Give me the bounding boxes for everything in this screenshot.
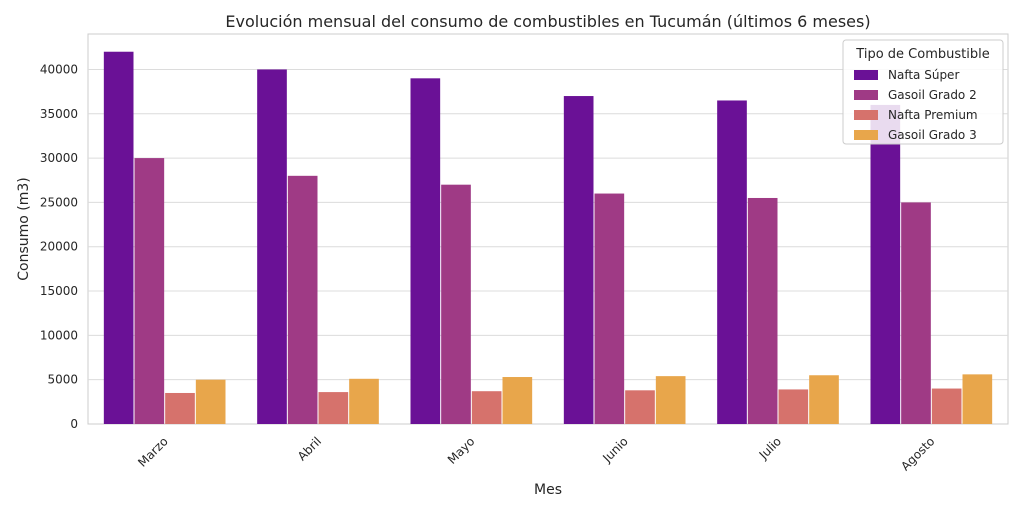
legend-swatch (854, 130, 878, 140)
bar-gasoil-grado-2-agosto (901, 202, 931, 424)
bar-nafta-premium-agosto (931, 388, 962, 424)
x-axis-label: Mes (534, 482, 562, 498)
y-axis-label: Consumo (m3) (16, 177, 32, 281)
x-tick-label: Agosto (898, 434, 937, 473)
bar-gasoil-grado-3-abril (349, 378, 379, 424)
bar-gasoil-grado-3-marzo (195, 379, 226, 424)
bar-nafta-premium-junio (625, 390, 655, 424)
x-tick-label: Mayo (445, 434, 478, 467)
y-tick-label: 5000 (47, 373, 78, 387)
legend-label: Gasoil Grado 2 (888, 88, 977, 102)
y-tick-label: 35000 (40, 107, 78, 121)
y-tick-label: 30000 (40, 151, 78, 165)
bar-nafta-s-per-abril (257, 69, 287, 425)
bar-nafta-s-per-marzo (103, 51, 134, 425)
y-tick-label: 40000 (40, 62, 78, 76)
bar-nafta-s-per-junio (563, 96, 594, 424)
bar-gasoil-grado-2-mayo (441, 184, 471, 424)
x-tick-label: Junio (599, 434, 630, 465)
legend-label: Nafta Premium (888, 108, 978, 122)
bar-gasoil-grado-3-julio (809, 375, 839, 424)
bar-nafta-s-per-julio (717, 100, 747, 425)
legend-title: Tipo de Combustible (855, 47, 989, 62)
bar-gasoil-grado-3-agosto (962, 374, 993, 424)
bar-nafta-s-per-mayo (410, 78, 441, 425)
legend-swatch (854, 70, 878, 80)
legend-swatch (854, 90, 878, 100)
bar-gasoil-grado-3-mayo (502, 377, 533, 424)
legend-label: Gasoil Grado 3 (888, 128, 977, 142)
y-tick-label: 25000 (40, 195, 78, 209)
legend-swatch (854, 110, 878, 120)
y-tick-label: 15000 (40, 284, 78, 298)
bars (103, 51, 993, 425)
y-tick-label: 0 (70, 417, 78, 431)
bar-gasoil-grado-2-abril (287, 175, 318, 424)
y-tick-label: 10000 (40, 328, 78, 342)
x-tick-label: Julio (756, 434, 784, 462)
x-tick-label: Marzo (135, 434, 171, 470)
legend-box (842, 39, 1004, 145)
legend-label: Nafta Súper (888, 68, 959, 82)
bar-nafta-premium-mayo (471, 391, 502, 424)
bar-gasoil-grado-3-junio (655, 376, 686, 424)
chart-title: Evolución mensual del consumo de combust… (225, 12, 870, 31)
bar-gasoil-grado-2-marzo (134, 158, 165, 424)
bar-nafta-premium-julio (778, 389, 809, 424)
bar-nafta-premium-marzo (165, 392, 195, 424)
bar-nafta-s-per-agosto (870, 104, 901, 424)
bar-nafta-premium-abril (318, 392, 349, 424)
bar-gasoil-grado-2-julio (747, 197, 778, 424)
legend: Tipo de Combustible Nafta Súper Gasoil Gr… (842, 39, 1004, 145)
y-tick-label: 20000 (40, 240, 78, 254)
x-tick-label: Abril (295, 434, 324, 463)
bar-gasoil-grado-2-junio (594, 193, 625, 424)
